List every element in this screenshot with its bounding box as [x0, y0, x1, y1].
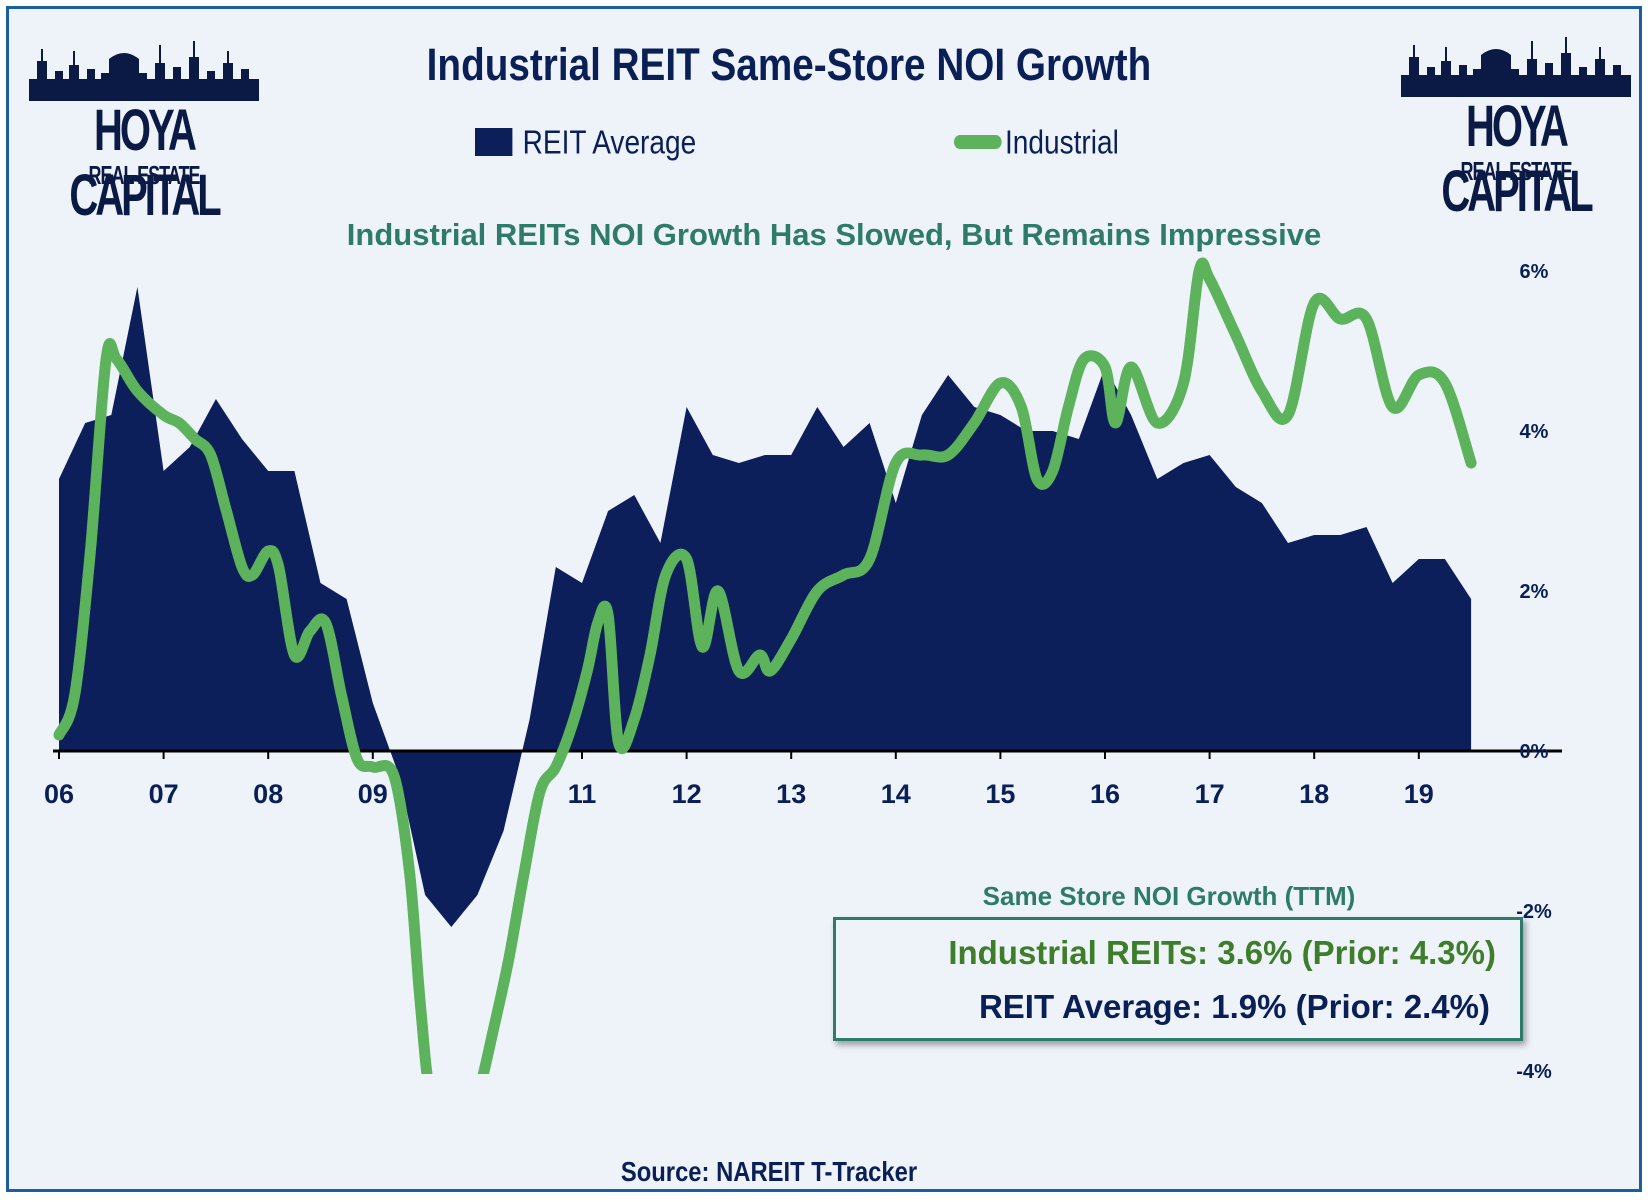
chart-subtitle: Industrial REITs NOI Growth Has Slowed, … — [346, 217, 1322, 252]
x-axis-label: Same Store NOI Growth (TTM) — [982, 881, 1356, 911]
info-box: Industrial REITs: 3.6% (Prior: 4.3%) REI… — [833, 917, 1523, 1041]
y-tick-label: -4% — [1516, 1061, 1552, 1083]
info-industrial: Industrial REITs: 3.6% (Prior: 4.3%) — [948, 934, 1496, 971]
x-tick-label: 09 — [358, 779, 388, 809]
logo-brand-name: HOYA CAPITAL — [69, 99, 221, 229]
skyline-icon — [1401, 37, 1631, 97]
x-tick-label: 06 — [44, 779, 74, 809]
legend-industrial: Industrial — [954, 121, 1119, 161]
y-tick-label: 4% — [1520, 421, 1549, 443]
x-tick-label: 19 — [1404, 779, 1434, 809]
y-tick-label: -2% — [1516, 901, 1552, 923]
legend-swatch-line — [954, 135, 1002, 150]
logo-brand-name: HOYA CAPITAL — [1441, 95, 1593, 225]
y-tick-label: 0% — [1520, 741, 1549, 763]
x-tick-label: 13 — [776, 779, 806, 809]
chart-frame: HOYA CAPITAL REAL ESTATE HOYA CAPITAL RE… — [6, 6, 1642, 1192]
logo-brand-sub: REAL ESTATE — [88, 161, 200, 190]
x-tick-label: 17 — [1195, 779, 1225, 809]
plot-area: 6% 4% 2% 0% -2% -4% 06 07 08 09 11 12 13 14 15 16 17 18 1… — [44, 257, 1562, 1083]
logo-brand-sub: REAL ESTATE — [1460, 157, 1572, 186]
x-tick-label: 07 — [149, 779, 179, 809]
x-tick-label: 08 — [253, 779, 283, 809]
y-tick-label: 2% — [1520, 581, 1549, 603]
legend-swatch-area — [475, 128, 513, 157]
logo-right: HOYA CAPITAL REAL ESTATE — [1401, 17, 1631, 224]
chart-title: Industrial REIT Same-Store NOI Growth — [426, 39, 1152, 90]
source-note: Source: NAREIT T-Tracker — [620, 1156, 918, 1187]
info-reit-average: REIT Average: 1.9% (Prior: 2.4%) — [978, 988, 1490, 1025]
x-tick-label: 18 — [1299, 779, 1329, 809]
x-tick-label: 14 — [881, 779, 911, 809]
legend-reit-average: REIT Average — [475, 121, 696, 161]
x-tick-label: 16 — [1090, 779, 1120, 809]
x-tick-label: 12 — [672, 779, 702, 809]
y-tick-label: 6% — [1520, 261, 1549, 283]
logo-left: HOYA CAPITAL REAL ESTATE — [29, 21, 259, 228]
skyline-icon — [29, 41, 259, 101]
series-area-reit-average — [59, 287, 1472, 927]
series-line-industrial — [53, 257, 1477, 1074]
legend-label-industrial: Industrial — [1005, 123, 1119, 161]
x-tick-label: 11 — [568, 779, 597, 809]
legend-label-reit-average: REIT Average — [522, 123, 697, 161]
x-tick-label: 15 — [985, 779, 1015, 809]
